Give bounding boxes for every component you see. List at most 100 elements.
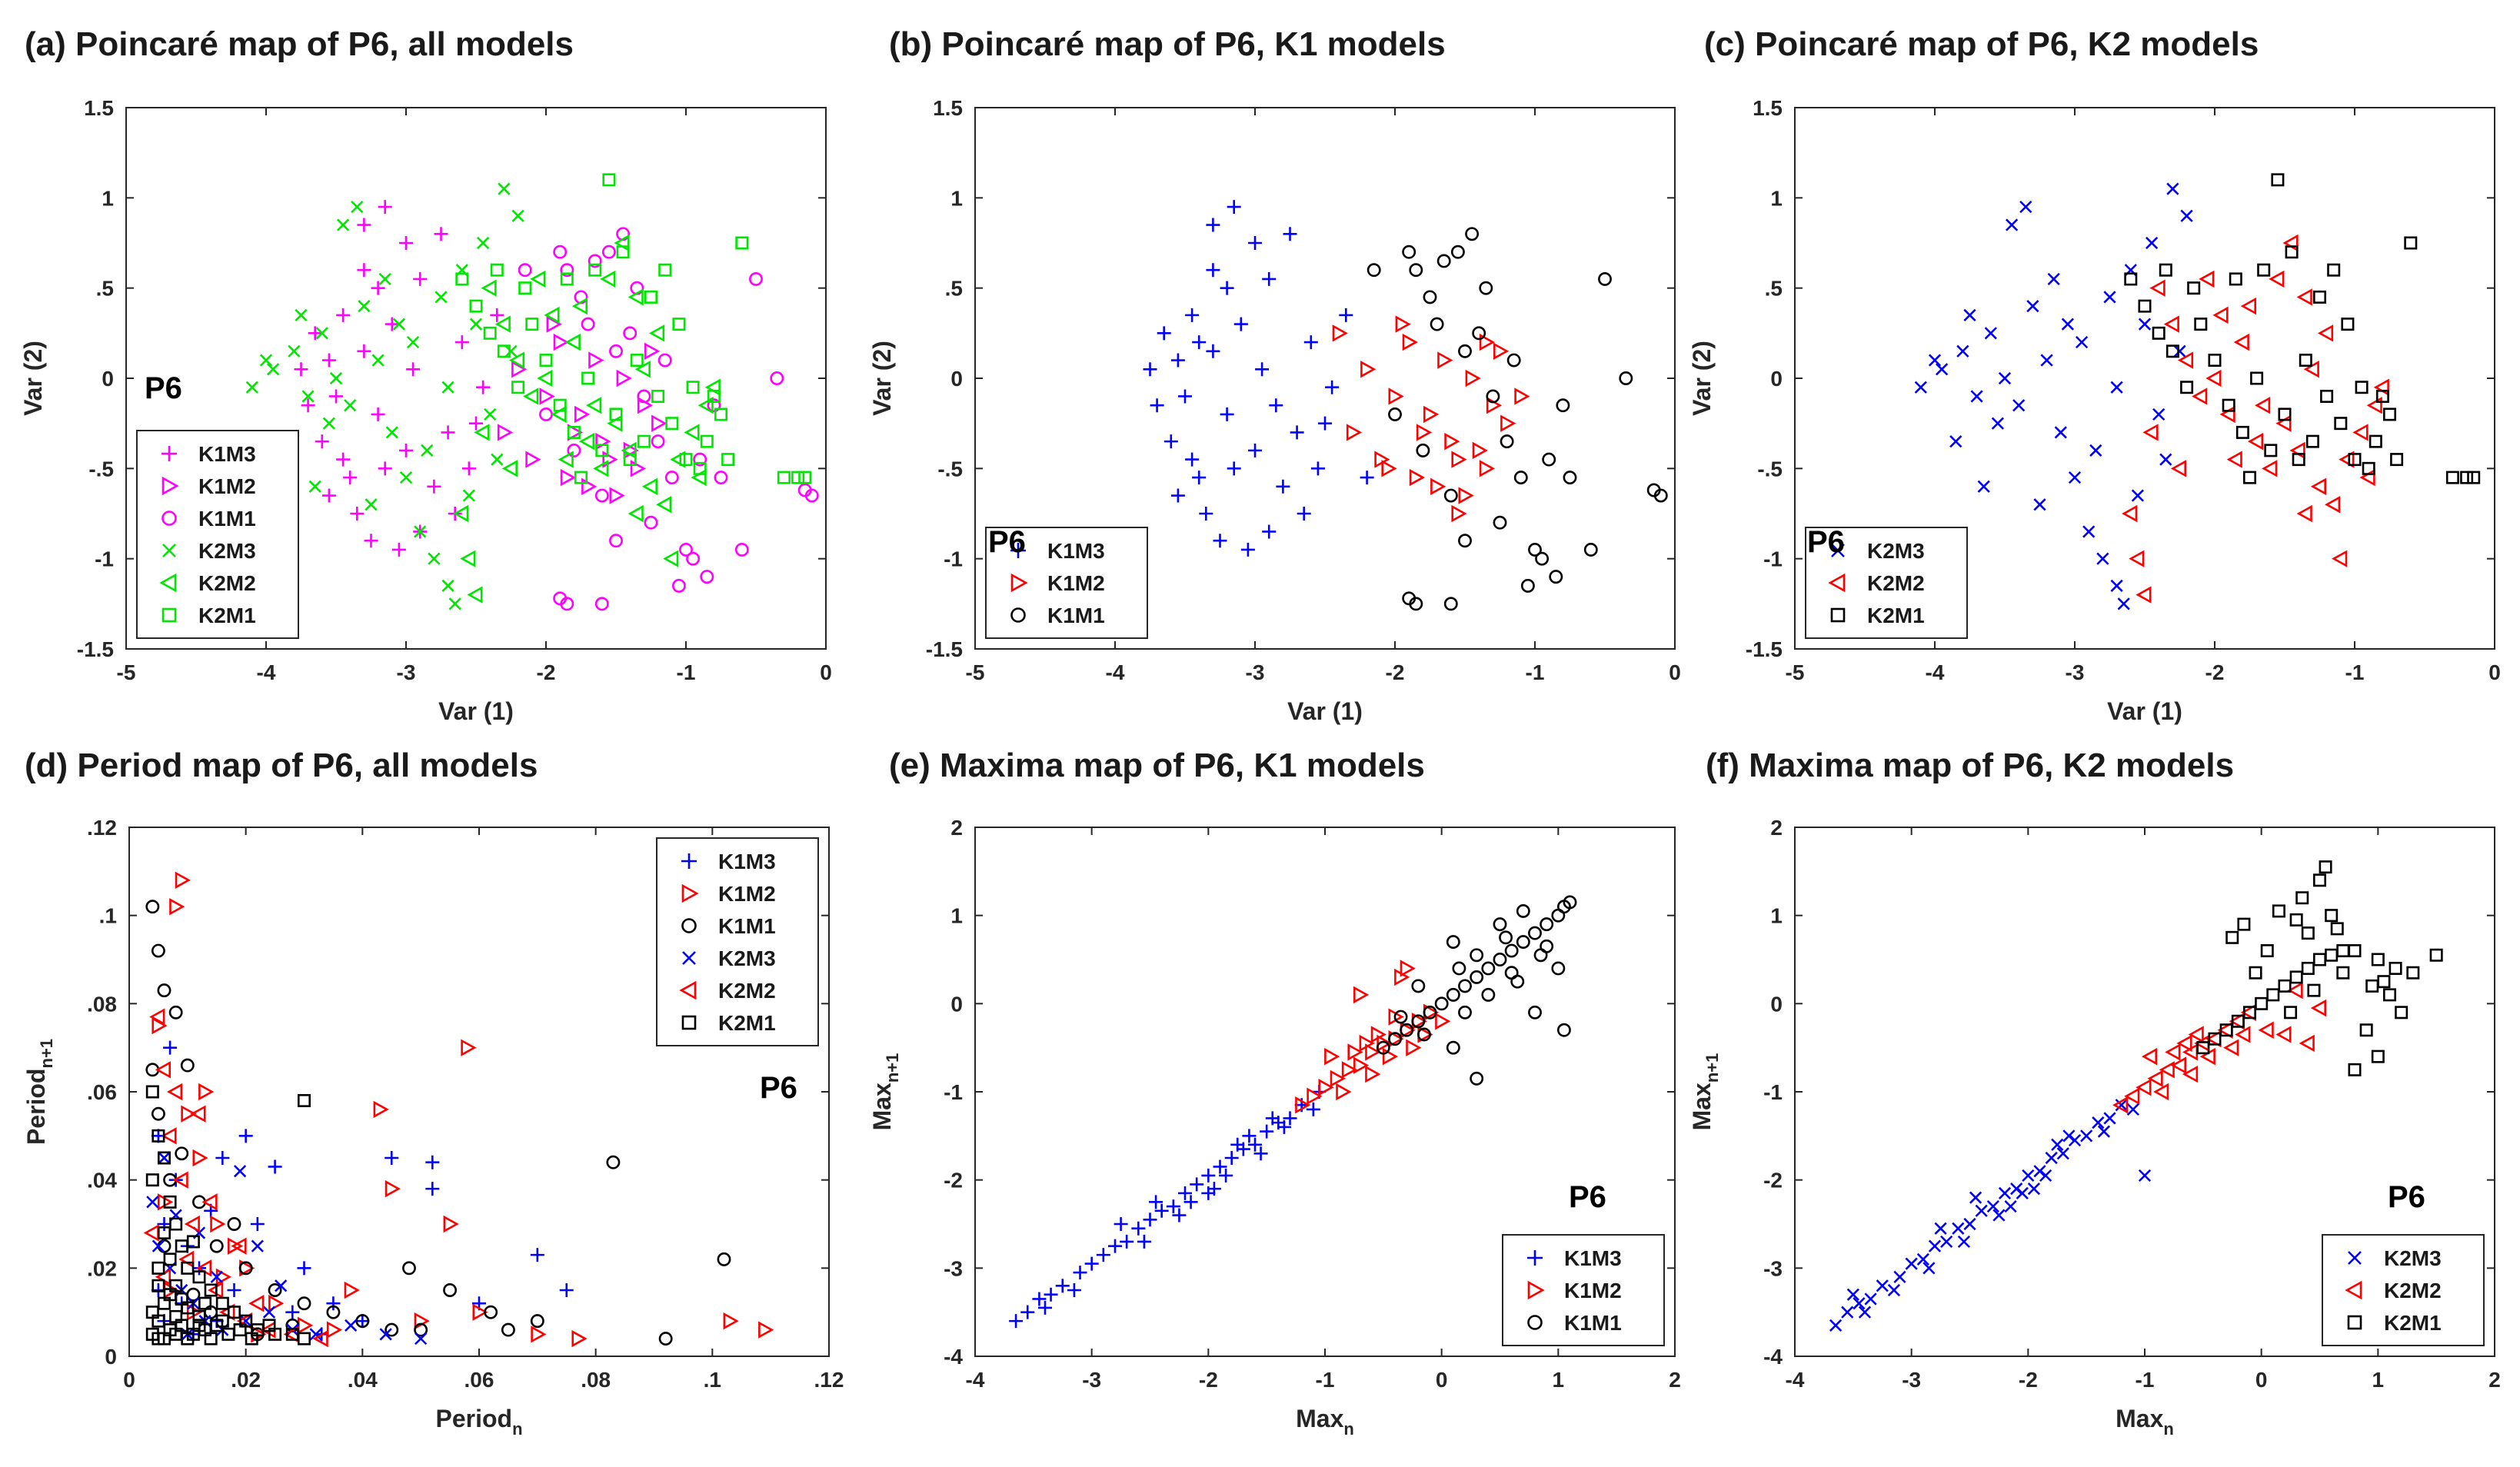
- data-point: [717, 1252, 731, 1266]
- data-point: [2180, 381, 2194, 394]
- data-point: [2313, 290, 2327, 304]
- panel-f-title: (f) Maxima map of P6, K2 models: [1706, 747, 2234, 784]
- data-point: [2033, 1165, 2046, 1178]
- data-point: [2258, 1021, 2274, 1039]
- data-point: [169, 897, 185, 916]
- data-point: [392, 318, 406, 331]
- data-point: [231, 1237, 247, 1255]
- data-point: [1436, 254, 1451, 268]
- data-point: [1458, 344, 1472, 358]
- data-point: [658, 1332, 673, 1346]
- panel-b-annotation: P6: [988, 525, 1026, 559]
- legend-label: K1M1: [1047, 604, 1105, 627]
- data-point: [2332, 550, 2348, 567]
- data-point: [546, 315, 562, 333]
- data-point: [2330, 922, 2344, 936]
- data-point: [2199, 270, 2215, 288]
- data-point: [651, 389, 665, 403]
- y-tick-label: -1: [1763, 1080, 1783, 1104]
- data-point: [1269, 398, 1283, 413]
- data-point: [664, 471, 679, 485]
- data-point: [1470, 970, 1484, 984]
- data-point: [428, 552, 441, 565]
- data-point: [2126, 1103, 2139, 1116]
- data-point: [2404, 236, 2418, 250]
- data-point: [1318, 416, 1332, 431]
- data-point: [693, 461, 707, 475]
- series-K1M1: [145, 900, 731, 1346]
- data-point: [2262, 460, 2278, 477]
- data-point: [686, 381, 700, 394]
- legend-marker: [1010, 573, 1028, 593]
- data-point: [373, 1100, 389, 1119]
- data-point: [498, 182, 511, 195]
- data-point: [1038, 1300, 1052, 1315]
- x-tick-label: .06: [464, 1368, 494, 1392]
- legend-label: K1M3: [198, 442, 256, 466]
- data-point: [651, 434, 665, 449]
- data-point: [192, 1309, 206, 1323]
- data-point: [1339, 308, 1353, 322]
- data-point: [2222, 398, 2235, 412]
- data-point: [414, 1332, 428, 1346]
- data-point: [1170, 488, 1185, 503]
- data-point: [1984, 327, 1997, 340]
- data-point: [2194, 318, 2208, 331]
- data-point: [2266, 988, 2280, 1002]
- data-point: [1172, 1208, 1187, 1222]
- y-tick-label: 1: [950, 904, 963, 928]
- data-point: [406, 362, 421, 377]
- x-tick-label: -2: [1386, 660, 1405, 684]
- series-K1M1: [1376, 895, 1577, 1086]
- y-tick-label: 0: [1770, 992, 1783, 1016]
- data-point: [251, 1239, 264, 1252]
- data-point: [402, 1261, 416, 1276]
- data-point: [301, 398, 315, 413]
- data-point: [163, 1040, 178, 1055]
- data-point: [588, 254, 602, 268]
- y-axis-label: Periodn+1: [22, 1039, 56, 1145]
- data-point: [2310, 477, 2326, 496]
- data-point: [574, 405, 591, 424]
- data-point: [791, 471, 805, 484]
- data-point: [378, 272, 391, 286]
- data-point: [336, 218, 350, 231]
- data-point: [1020, 1305, 1035, 1319]
- data-point: [1977, 480, 1990, 493]
- data-point: [259, 354, 273, 367]
- data-point: [172, 1171, 188, 1189]
- data-point: [1846, 1288, 1859, 1301]
- data-point: [192, 1149, 208, 1167]
- legend-label: K2M1: [198, 604, 256, 627]
- data-point: [1220, 407, 1234, 421]
- x-tick-label: 1: [1553, 1368, 1565, 1392]
- data-point: [1382, 1047, 1399, 1066]
- data-point: [1324, 1047, 1340, 1066]
- x-tick-label: -5: [117, 660, 136, 684]
- data-point: [1542, 452, 1556, 467]
- data-point: [663, 550, 679, 567]
- data-point: [2233, 333, 2249, 351]
- data-point: [227, 1306, 241, 1319]
- y-tick-label: -4: [1763, 1345, 1783, 1369]
- data-point: [190, 1105, 206, 1123]
- data-point: [2176, 1034, 2192, 1053]
- data-point: [609, 344, 623, 358]
- panel-e-plot: -4 -3 -2 -1 0 1 2 -4 -3 -2 -1 0 1 2 Maxn Maxn+1 K1M3 K1M2…: [868, 816, 1681, 1439]
- legend-label: K1M3: [1047, 539, 1105, 563]
- data-point: [1306, 1102, 1320, 1116]
- data-point: [198, 1083, 215, 1101]
- data-point: [1493, 515, 1507, 530]
- data-point: [1416, 1027, 1431, 1042]
- data-point: [1277, 1119, 1291, 1134]
- data-point: [1240, 542, 1255, 557]
- data-point: [345, 1319, 358, 1332]
- data-point: [581, 371, 595, 385]
- data-point: [215, 1314, 229, 1328]
- data-point: [146, 1196, 159, 1209]
- data-point: [233, 1165, 247, 1178]
- data-point: [1528, 542, 1542, 557]
- data-point: [623, 453, 637, 467]
- legend-label: K2M3: [1867, 539, 1925, 563]
- x-tick-label: -1: [1316, 1368, 1335, 1392]
